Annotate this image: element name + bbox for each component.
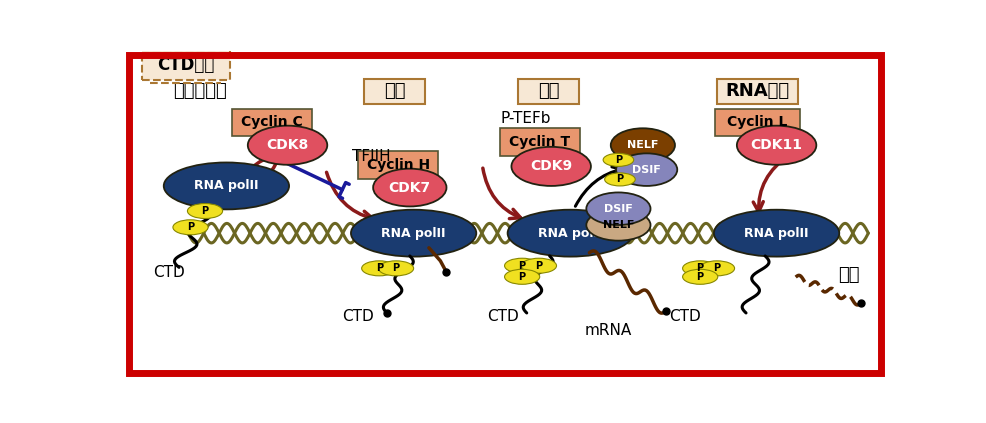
Text: CTD: CTD [153,265,185,280]
Text: P: P [697,264,704,273]
Text: Cyclin T: Cyclin T [509,135,570,149]
Circle shape [379,261,413,276]
Circle shape [173,220,208,235]
Text: P: P [714,264,721,273]
Ellipse shape [508,210,633,257]
Ellipse shape [616,154,677,186]
Text: P: P [187,222,194,232]
Ellipse shape [164,162,289,209]
Text: P: P [201,206,209,216]
FancyBboxPatch shape [364,79,425,104]
Text: CTD: CTD [487,309,519,324]
Text: CTD: CTD [669,309,701,324]
Text: mRNA: mRNA [585,323,632,338]
Text: P-TEFb: P-TEFb [501,111,551,126]
Text: CTD: CTD [342,309,374,324]
Ellipse shape [714,210,839,257]
Text: P: P [616,174,623,184]
Text: CDK7: CDK7 [388,181,431,195]
FancyBboxPatch shape [232,109,313,136]
Circle shape [522,258,556,273]
Ellipse shape [587,192,651,225]
Text: Cyclin H: Cyclin H [367,158,430,172]
Text: RNA polII: RNA polII [382,227,446,240]
Text: P: P [535,261,542,271]
Text: CDK8: CDK8 [266,138,309,152]
Text: RNA polII: RNA polII [538,227,602,240]
Text: P: P [519,261,526,271]
FancyBboxPatch shape [718,79,798,104]
Circle shape [682,261,718,276]
Circle shape [362,261,396,276]
Ellipse shape [610,128,675,162]
Text: CDK9: CDK9 [530,159,572,173]
Circle shape [682,269,718,284]
Text: CTD调节: CTD调节 [157,56,215,74]
Text: P: P [519,272,526,282]
Text: CDK11: CDK11 [750,138,803,152]
Text: Cyclin C: Cyclin C [242,115,303,129]
Text: P: P [697,272,704,282]
Ellipse shape [351,210,476,257]
Ellipse shape [247,126,327,165]
Text: P: P [392,264,399,273]
Text: RNA polII: RNA polII [744,227,809,240]
Text: RNA polII: RNA polII [194,179,258,192]
Text: 剪接: 剪接 [838,266,860,285]
Circle shape [603,154,634,166]
Circle shape [187,203,223,219]
Text: Cyclin L: Cyclin L [728,115,788,129]
FancyBboxPatch shape [500,128,580,156]
Ellipse shape [512,147,591,186]
Circle shape [505,258,539,273]
Text: 起始: 起始 [384,82,405,101]
Circle shape [699,261,735,276]
Text: P: P [376,264,383,273]
Text: NELF: NELF [602,220,634,230]
Text: DSIF: DSIF [632,165,661,175]
FancyBboxPatch shape [519,79,580,104]
Text: 延长: 延长 [538,82,560,101]
Text: NELF: NELF [627,140,659,150]
Circle shape [604,173,635,186]
Ellipse shape [587,209,651,241]
Text: DSIF: DSIF [604,204,633,214]
Text: TFIIH: TFIIH [352,149,390,164]
Text: RNA加工: RNA加工 [726,82,790,101]
FancyBboxPatch shape [142,50,230,80]
Text: P: P [615,155,622,165]
Text: 中介复合物: 中介复合物 [173,82,227,101]
Circle shape [505,269,539,284]
FancyBboxPatch shape [716,109,800,136]
Ellipse shape [737,126,816,165]
Ellipse shape [373,169,447,206]
FancyBboxPatch shape [358,151,439,179]
